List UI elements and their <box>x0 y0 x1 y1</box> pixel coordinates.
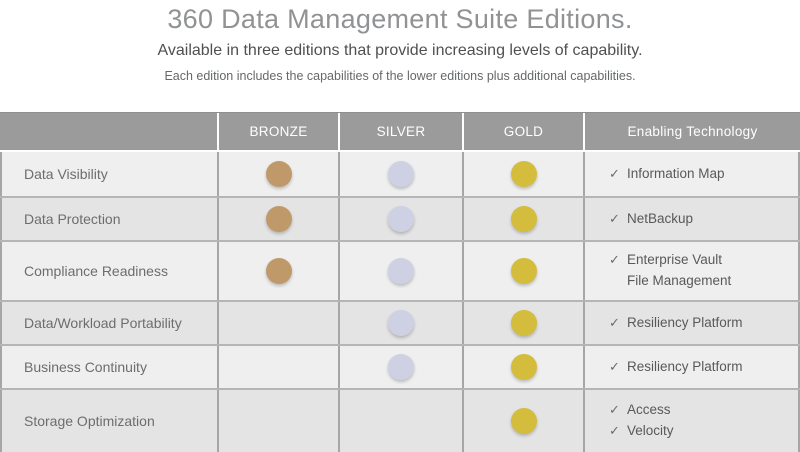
check-icon: ✓ <box>609 314 620 330</box>
silver-cell <box>338 198 462 240</box>
editions-table: BRONZE SILVER GOLD Enabling Technology D… <box>0 112 800 452</box>
gold-cell <box>462 152 583 196</box>
capability-label: Compliance Readiness <box>0 242 217 300</box>
bronze-dot <box>265 161 292 187</box>
capability-label: Data Visibility <box>0 152 217 196</box>
table-header-row: BRONZE SILVER GOLD Enabling Technology <box>0 112 800 150</box>
column-header-gold: GOLD <box>462 113 583 150</box>
gold-cell <box>462 242 583 300</box>
enabling-technology-cell: ✓ NetBackup <box>583 198 800 240</box>
column-header-enabling-technology: Enabling Technology <box>583 113 800 150</box>
technology-line: ✓ Resiliency Platform <box>609 313 743 334</box>
check-icon: ✓ <box>609 252 620 268</box>
capability-label: Business Continuity <box>0 346 217 388</box>
bronze-cell <box>217 346 338 388</box>
intro-section: 360 Data Management Suite Editions. Avai… <box>0 0 800 83</box>
capability-label: Data/Workload Portability <box>0 302 217 344</box>
gold-dot <box>510 206 537 232</box>
enabling-technology-cell: ✓ Resiliency Platform <box>583 302 800 344</box>
technology-line: ✓ Velocity <box>609 421 674 442</box>
silver-cell <box>338 242 462 300</box>
gold-dot <box>510 161 537 187</box>
bronze-cell <box>217 390 338 452</box>
gold-dot <box>510 354 537 380</box>
table-row: Business Continuity ✓ Resiliency Platform <box>0 344 800 388</box>
silver-cell <box>338 302 462 344</box>
silver-cell <box>338 152 462 196</box>
technology-line: ✓ NetBackup <box>609 209 693 230</box>
silver-dot <box>388 161 414 187</box>
technology-label: Resiliency Platform <box>627 358 743 374</box>
check-icon: ✓ <box>609 423 620 438</box>
column-header-bronze: BRONZE <box>217 113 338 150</box>
enabling-technology-cell: ✓ Access ✓ Velocity <box>583 390 800 452</box>
gold-dot <box>510 258 537 284</box>
table-row: Data Visibility ✓ Information Map <box>0 152 800 196</box>
enabling-technology-cell: ✓ Information Map <box>583 152 800 196</box>
silver-cell <box>338 390 462 452</box>
technology-label: Velocity <box>627 423 674 438</box>
bronze-dot <box>265 206 292 232</box>
table-row: Data/Workload Portability ✓ Resiliency Pl… <box>0 300 800 344</box>
gold-cell <box>462 346 583 388</box>
technology-label: Enterprise Vault <box>627 252 723 268</box>
bronze-cell <box>217 242 338 300</box>
silver-dot <box>388 310 414 336</box>
gold-cell <box>462 198 583 240</box>
table-row: Storage Optimization ✓ Access ✓ Velocity <box>0 388 800 452</box>
capability-label: Data Protection <box>0 198 217 240</box>
silver-dot <box>388 354 414 380</box>
silver-dot <box>388 206 414 232</box>
technology-label: NetBackup <box>627 210 694 226</box>
page-note: Each edition includes the capabilities o… <box>164 69 636 83</box>
table-row: Data Protection ✓ NetBackup <box>0 196 800 240</box>
technology-line: ✓ Access <box>609 400 671 421</box>
technology-line: ✓ Resiliency Platform <box>609 357 743 378</box>
silver-cell <box>338 346 462 388</box>
bronze-dot <box>265 258 292 284</box>
page-subtitle: Available in three editions that provide… <box>157 42 643 59</box>
table-row: Compliance Readiness ✓ Enterprise Vault ✓F… <box>0 240 800 300</box>
enabling-technology-cell: ✓ Enterprise Vault ✓File Management <box>583 242 800 300</box>
technology-label: Resiliency Platform <box>627 314 743 330</box>
gold-dot <box>510 310 537 336</box>
column-header-silver: SILVER <box>338 113 462 150</box>
technology-line: ✓ Information Map <box>609 164 725 185</box>
check-icon: ✓ <box>609 402 620 418</box>
technology-label: Information Map <box>627 165 725 181</box>
bronze-cell <box>217 152 338 196</box>
gold-dot <box>510 408 537 434</box>
enabling-technology-cell: ✓ Resiliency Platform <box>583 346 800 388</box>
gold-cell <box>462 302 583 344</box>
technology-label: Access <box>627 402 671 418</box>
check-icon: ✓ <box>609 165 620 181</box>
gold-cell <box>462 390 583 452</box>
capability-label: Storage Optimization <box>0 390 217 452</box>
check-icon: ✓ <box>609 358 620 374</box>
column-header-capability <box>0 113 217 150</box>
bronze-cell <box>217 198 338 240</box>
page-title: 360 Data Management Suite Editions. <box>167 4 633 34</box>
technology-label: File Management <box>627 273 732 288</box>
technology-line: ✓File Management <box>609 271 731 292</box>
check-icon: ✓ <box>609 210 620 226</box>
table-body: Data Visibility ✓ Information Map Data Pr… <box>0 150 800 452</box>
silver-dot <box>388 258 414 284</box>
technology-line: ✓ Enterprise Vault <box>609 250 722 271</box>
bronze-cell <box>217 302 338 344</box>
